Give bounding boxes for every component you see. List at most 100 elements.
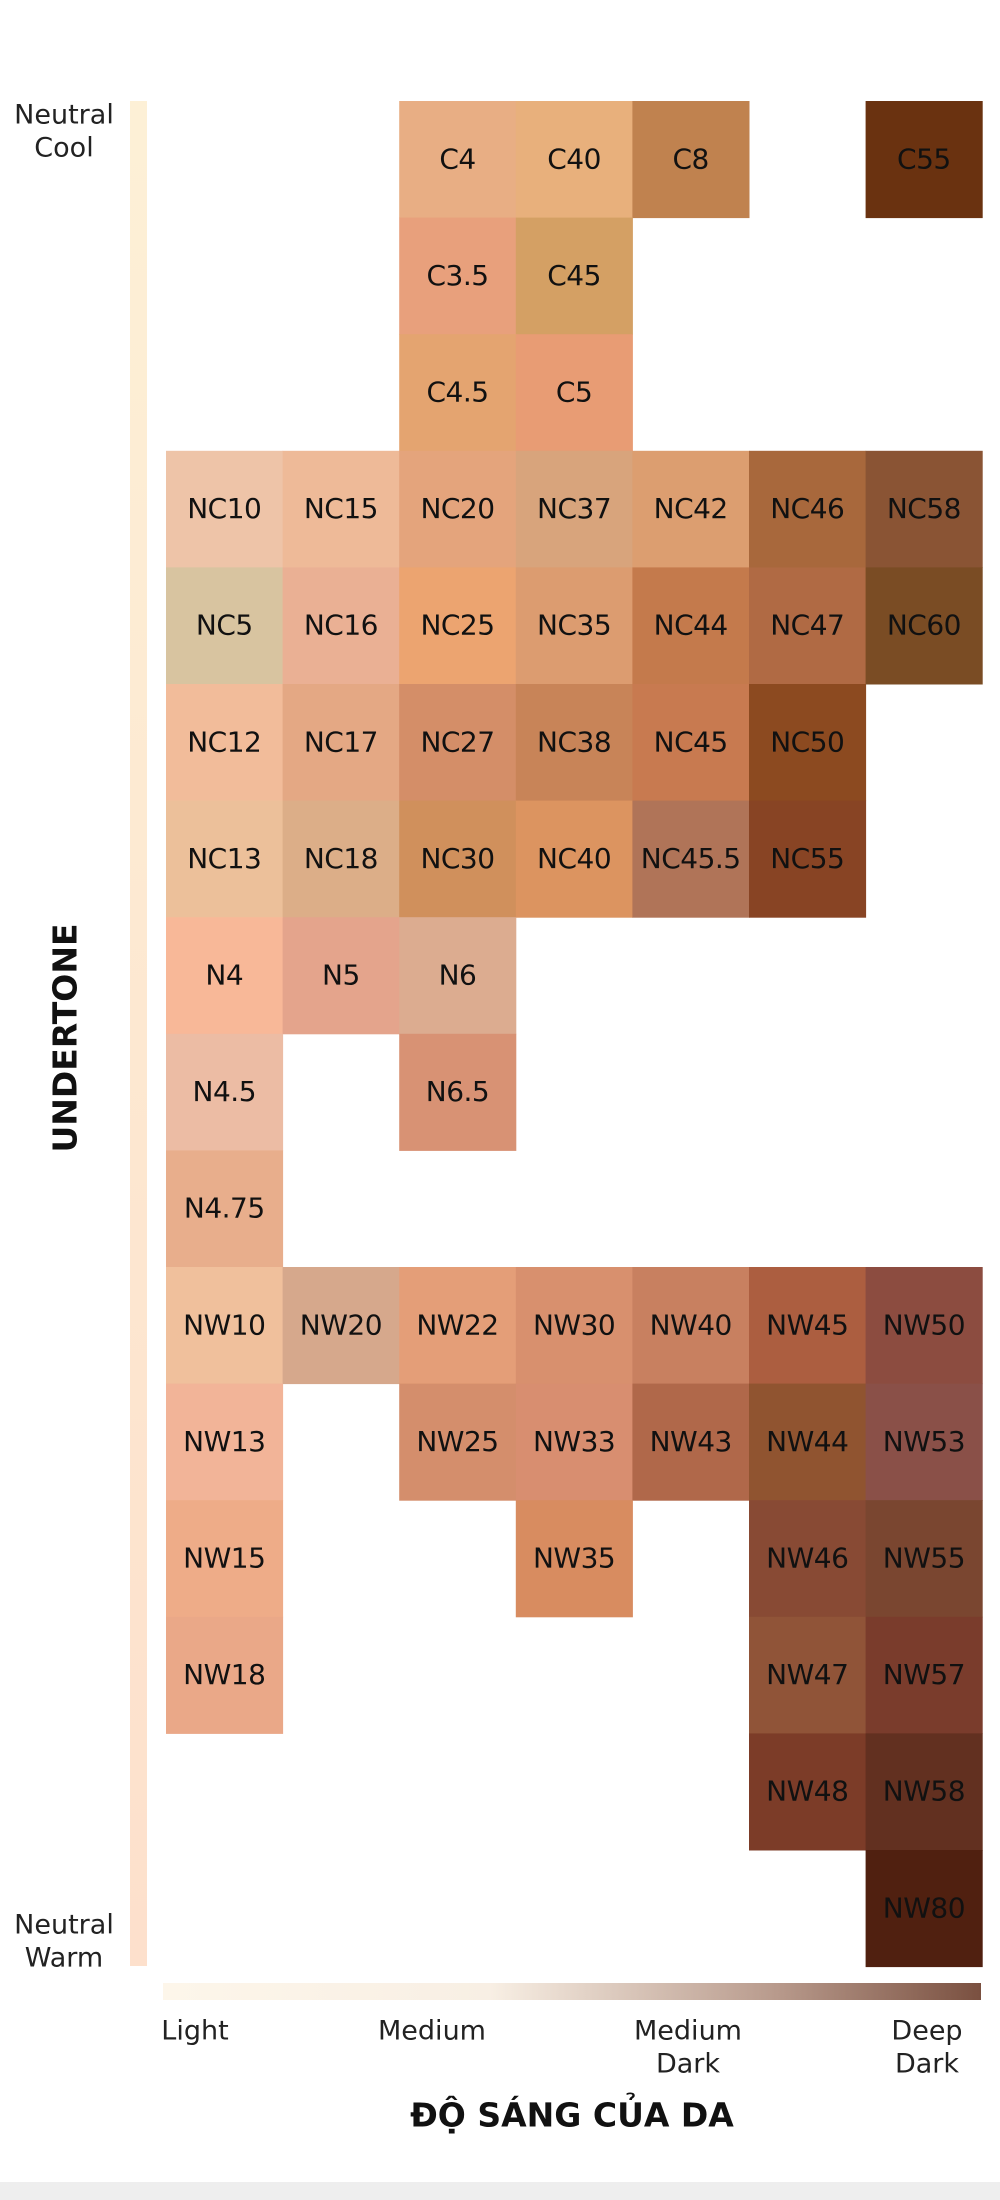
swatch: [282, 1267, 400, 1385]
swatch-label: NC35: [537, 609, 611, 642]
swatch-label: NW57: [883, 1658, 965, 1691]
swatch: [166, 567, 284, 685]
swatch: [515, 800, 633, 918]
lightness-label: Deep: [891, 2016, 962, 2047]
swatch-label: NC38: [537, 725, 611, 758]
undertone-bar: [130, 101, 147, 1966]
swatch: [282, 917, 400, 1035]
swatch: [515, 334, 633, 452]
swatch-label: N4.5: [193, 1075, 256, 1108]
lightness-label: Medium: [378, 2016, 486, 2047]
swatch-label: NC5: [196, 609, 253, 642]
lightness-title: ĐỘ SÁNG CỦA DA: [410, 2092, 734, 2135]
swatch: [399, 567, 517, 685]
swatch: [166, 917, 284, 1035]
swatch-label: NW43: [650, 1425, 732, 1458]
swatch: [166, 1150, 284, 1268]
swatch: [632, 450, 750, 568]
swatch-label: NC45: [654, 725, 728, 758]
swatch-label: C45: [547, 259, 601, 292]
swatch-label: NC55: [770, 842, 844, 875]
swatch-label: NC16: [304, 609, 378, 642]
swatch: [749, 684, 867, 802]
swatch: [399, 1383, 517, 1501]
swatch-label: NC42: [654, 492, 728, 525]
swatch: [865, 1500, 983, 1618]
swatch-label: N4: [205, 959, 243, 992]
footer-strip: [0, 2182, 1000, 2200]
swatch: [166, 684, 284, 802]
swatch-label: NC58: [887, 492, 961, 525]
swatch-label: C5: [556, 376, 592, 409]
swatch: [515, 217, 633, 335]
swatch-label: NW53: [883, 1425, 965, 1458]
swatch-label: NC17: [304, 725, 378, 758]
swatch: [399, 450, 517, 568]
swatch-label: NW25: [416, 1425, 498, 1458]
swatch: [399, 1033, 517, 1151]
lightness-label: Dark: [656, 2049, 720, 2080]
swatch-label: NW35: [533, 1542, 615, 1575]
swatch: [632, 567, 750, 685]
swatch-label: NC37: [537, 492, 611, 525]
swatch-label: N4.75: [184, 1192, 265, 1225]
lightness-label: Medium: [634, 2016, 742, 2047]
swatch-label: NC18: [304, 842, 378, 875]
swatch-label: NC45.5: [641, 842, 741, 875]
swatch: [282, 800, 400, 918]
swatch-label: NW48: [766, 1775, 848, 1808]
swatch: [865, 450, 983, 568]
swatch-label: NW55: [883, 1542, 965, 1575]
swatch: [166, 1616, 284, 1734]
swatch-label: NW18: [183, 1658, 265, 1691]
swatch-label: NW15: [183, 1542, 265, 1575]
swatch-label: NW44: [766, 1425, 848, 1458]
swatch: [749, 1383, 867, 1501]
undertone-bottom-label: Neutral: [14, 1910, 114, 1941]
swatch-label: C4: [439, 142, 475, 175]
swatch-label: NC46: [770, 492, 844, 525]
swatch: [865, 101, 983, 219]
swatch: [749, 800, 867, 918]
swatch: [632, 684, 750, 802]
lightness-label: Light: [161, 2016, 228, 2047]
swatch: [865, 1733, 983, 1851]
swatch-label: NW22: [416, 1308, 498, 1341]
swatch: [282, 684, 400, 802]
swatch: [166, 450, 284, 568]
swatch: [865, 1383, 983, 1501]
swatch: [865, 1850, 983, 1968]
swatch: [282, 450, 400, 568]
swatch: [749, 1267, 867, 1385]
swatch: [515, 450, 633, 568]
swatch-label: NW33: [533, 1425, 615, 1458]
swatch-label: NC13: [187, 842, 261, 875]
swatch-label: N6: [439, 959, 477, 992]
swatch-label: N6.5: [426, 1075, 489, 1108]
swatch: [749, 1616, 867, 1734]
swatch: [399, 101, 517, 219]
swatch: [166, 1500, 284, 1618]
swatch: [399, 800, 517, 918]
swatch: [166, 1267, 284, 1385]
swatch-label: NW45: [766, 1308, 848, 1341]
swatch: [399, 917, 517, 1035]
swatch-label: NC20: [420, 492, 494, 525]
swatch-label: NW13: [183, 1425, 265, 1458]
swatch-label: NW50: [883, 1308, 965, 1341]
swatch: [515, 684, 633, 802]
swatch-label: NW58: [883, 1775, 965, 1808]
swatch-label: NC12: [187, 725, 261, 758]
swatch: [865, 1267, 983, 1385]
swatch: [515, 1383, 633, 1501]
swatch: [166, 800, 284, 918]
swatch-label: C8: [673, 142, 709, 175]
undertone-top-label: Neutral: [14, 100, 114, 131]
swatch-label: NC50: [770, 725, 844, 758]
swatch: [749, 450, 867, 568]
swatch-label: NC60: [887, 609, 961, 642]
swatch-label: NC44: [654, 609, 728, 642]
swatch: [865, 1616, 983, 1734]
swatch-grid: C4 C40 C8 C55 C3.5 C45 C4.5 C5 NC10 NC15 NC20 NC37 N…: [166, 101, 983, 1968]
undertone-bottom-label: Warm: [25, 1943, 103, 1974]
